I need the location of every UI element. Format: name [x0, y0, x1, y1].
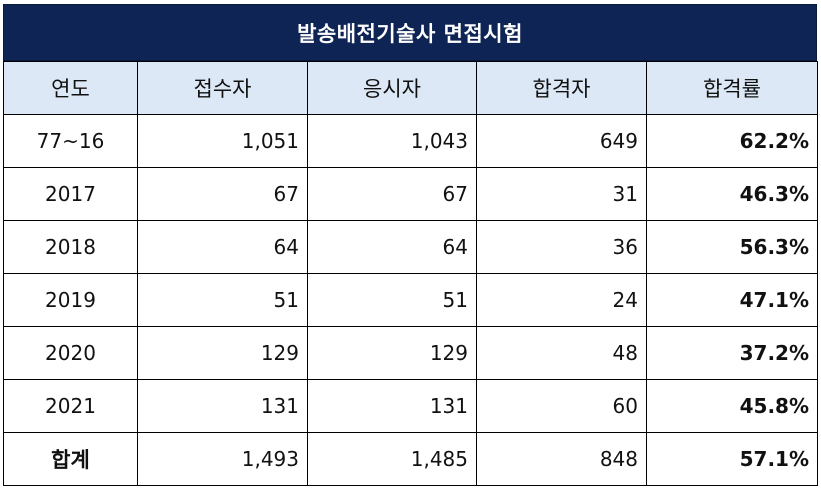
cell-applicants: 67 [137, 167, 308, 221]
cell-passed: 36 [476, 220, 647, 274]
cell-pass-rate: 62.2% [646, 114, 818, 168]
results-grid: 연도 접수자 응시자 합격자 합격률 77~16 1,051 1,043 649… [3, 61, 818, 486]
header-row: 연도 접수자 응시자 합격자 합격률 [3, 61, 818, 115]
cell-examinees: 131 [307, 379, 477, 433]
cell-applicants: 1,051 [137, 114, 308, 168]
table-row: 2019 51 51 24 47.1% [3, 273, 818, 327]
cell-total-examinees: 1,485 [307, 432, 477, 486]
cell-passed: 24 [476, 273, 647, 327]
cell-pass-rate: 37.2% [646, 326, 818, 380]
cell-year: 2021 [3, 379, 138, 433]
header-year: 연도 [3, 61, 138, 115]
total-row: 합계 1,493 1,485 848 57.1% [3, 432, 818, 486]
cell-total-label: 합계 [3, 432, 138, 486]
cell-examinees: 67 [307, 167, 477, 221]
cell-examinees: 1,043 [307, 114, 477, 168]
header-examinees: 응시자 [307, 61, 477, 115]
cell-pass-rate: 45.8% [646, 379, 818, 433]
cell-examinees: 129 [307, 326, 477, 380]
cell-year: 2020 [3, 326, 138, 380]
table-row: 77~16 1,051 1,043 649 62.2% [3, 114, 818, 168]
cell-passed: 31 [476, 167, 647, 221]
table-title: 발송배전기술사 면접시험 [3, 4, 817, 61]
cell-examinees: 64 [307, 220, 477, 274]
table-row: 2021 131 131 60 45.8% [3, 379, 818, 433]
cell-total-passed: 848 [476, 432, 647, 486]
cell-year: 2017 [3, 167, 138, 221]
table-row: 2017 67 67 31 46.3% [3, 167, 818, 221]
cell-total-pass-rate: 57.1% [646, 432, 818, 486]
cell-total-applicants: 1,493 [137, 432, 308, 486]
header-applicants: 접수자 [137, 61, 308, 115]
cell-year: 77~16 [3, 114, 138, 168]
cell-passed: 649 [476, 114, 647, 168]
table-row: 2020 129 129 48 37.2% [3, 326, 818, 380]
cell-year: 2019 [3, 273, 138, 327]
cell-year: 2018 [3, 220, 138, 274]
cell-passed: 60 [476, 379, 647, 433]
cell-pass-rate: 47.1% [646, 273, 818, 327]
cell-passed: 48 [476, 326, 647, 380]
header-pass-rate: 합격률 [646, 61, 818, 115]
table-row: 2018 64 64 36 56.3% [3, 220, 818, 274]
cell-applicants: 131 [137, 379, 308, 433]
cell-pass-rate: 56.3% [646, 220, 818, 274]
header-passed: 합격자 [476, 61, 647, 115]
cell-examinees: 51 [307, 273, 477, 327]
cell-applicants: 51 [137, 273, 308, 327]
cell-pass-rate: 46.3% [646, 167, 818, 221]
cell-applicants: 64 [137, 220, 308, 274]
cell-applicants: 129 [137, 326, 308, 380]
exam-results-table: 발송배전기술사 면접시험 연도 접수자 응시자 합격자 합격률 77~16 1,… [3, 4, 818, 486]
